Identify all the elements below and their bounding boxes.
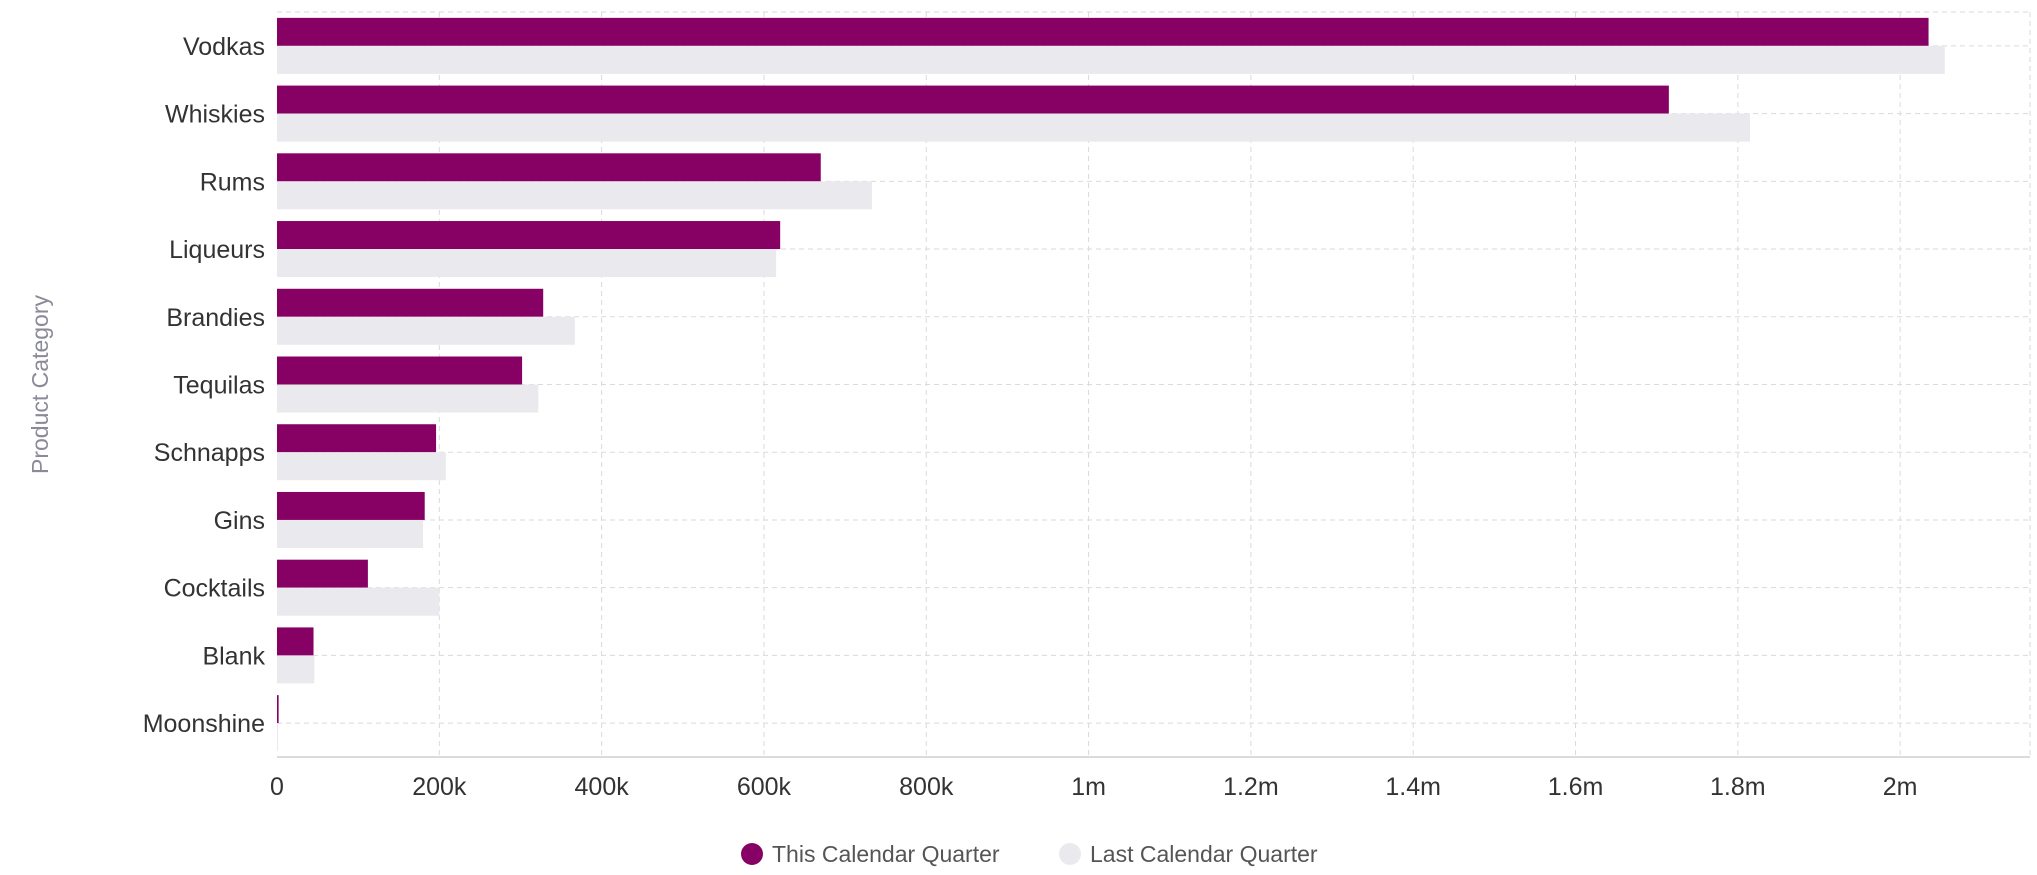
x-tick-label: 400k [575,773,630,801]
bar-this-quarter[interactable] [277,288,544,317]
y-axis-title: Product Category [27,295,53,474]
x-tick-label: 2m [1883,773,1918,801]
legend-marker [741,843,763,865]
category-label: Vodkas [183,33,265,61]
x-tick-label: 1.8m [1710,773,1766,801]
category-label: Whiskies [165,101,265,129]
x-tick-label: 1.4m [1385,773,1441,801]
bar-last-quarter[interactable] [277,452,446,481]
bar-last-quarter[interactable] [277,384,539,413]
bar-last-quarter[interactable] [277,249,777,278]
bar-last-quarter[interactable] [277,181,872,210]
bar-last-quarter[interactable] [277,723,278,752]
bar-last-quarter[interactable] [277,45,1945,74]
legend-item[interactable]: This Calendar Quarter [741,841,1000,867]
legend-item[interactable]: Last Calendar Quarter [1059,841,1318,867]
legend-marker [1059,843,1081,865]
bar-this-quarter[interactable] [277,85,1669,114]
bar-this-quarter[interactable] [277,17,1929,46]
legend-label: This Calendar Quarter [772,841,1000,867]
bar-this-quarter[interactable] [277,424,437,453]
legend-label: Last Calendar Quarter [1090,841,1318,867]
bar-last-quarter[interactable] [277,587,440,616]
x-tick-label: 600k [737,773,792,801]
category-label: Schnapps [154,439,265,467]
category-labels: Vodkas Whiskies Rums Liqueurs Brandies Tequil… [143,33,266,738]
bar-this-quarter[interactable] [277,356,523,385]
category-label: Moonshine [143,710,265,738]
category-label: Blank [202,642,265,670]
bar-this-quarter[interactable] [277,491,425,520]
category-label: Tequilas [173,372,265,400]
bar-last-quarter[interactable] [277,113,1751,142]
category-label: Liqueurs [169,236,265,264]
x-tick-label: 1.2m [1223,773,1279,801]
x-tick-label: 800k [899,773,954,801]
category-label: Brandies [166,304,265,332]
bars [277,17,1945,752]
bar-last-quarter[interactable] [277,316,575,345]
category-label: Rums [200,168,265,196]
bar-this-quarter[interactable] [277,559,368,588]
category-label: Gins [214,507,265,535]
bar-this-quarter[interactable] [277,695,279,724]
x-tick-label: 0 [270,773,284,801]
bar-last-quarter[interactable] [277,519,424,548]
x-tick-label: 200k [412,773,467,801]
x-tick-labels: 0 200k 400k 600k 800k 1m 1.2m 1.4m 1.6m 1.8m 2m [270,773,1917,801]
bar-last-quarter[interactable] [277,655,315,684]
x-tick-label: 1m [1071,773,1106,801]
bar-this-quarter[interactable] [277,153,821,182]
x-tick-label: 1.6m [1548,773,1604,801]
bar-this-quarter[interactable] [277,627,314,656]
category-label: Cocktails [164,575,265,603]
bar-this-quarter[interactable] [277,221,781,250]
legend[interactable]: This Calendar Quarter Last Calendar Quart… [741,841,1318,867]
